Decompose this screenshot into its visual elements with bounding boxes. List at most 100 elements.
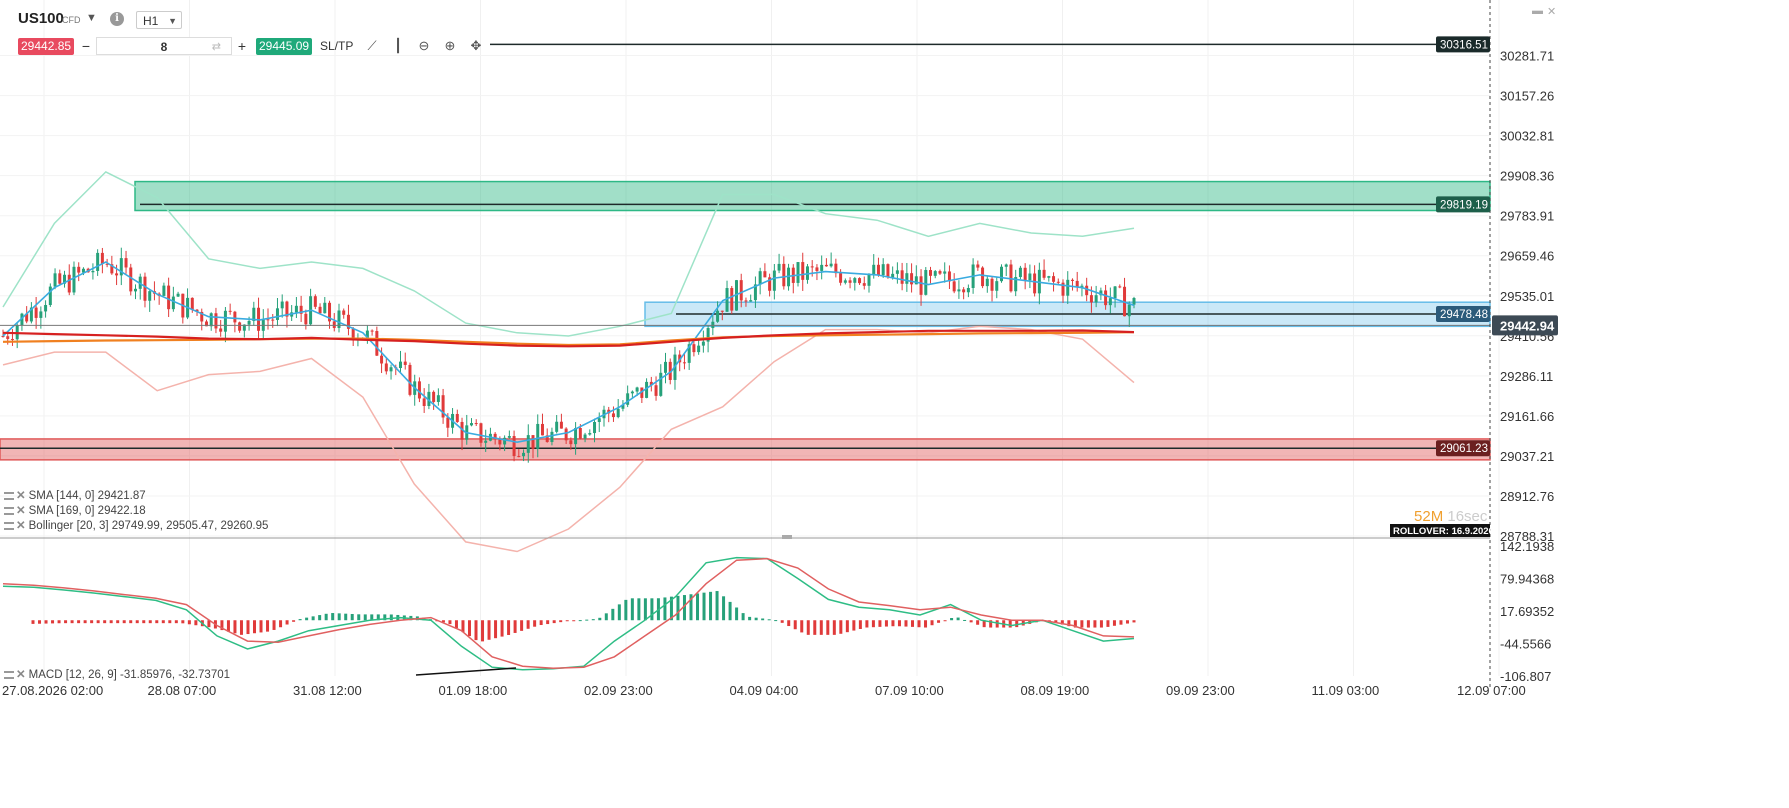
candle-body (346, 314, 350, 329)
candle-body (910, 273, 914, 285)
macd-y-tick-label: 79.94368 (1500, 571, 1554, 586)
candle-body (626, 393, 630, 405)
macd-bar (187, 620, 191, 625)
remove-icon[interactable]: ✕ (16, 520, 26, 532)
candle-body (34, 307, 38, 318)
candle-body (706, 328, 710, 342)
macd-bar (500, 620, 504, 637)
candle-body (233, 311, 237, 323)
swap-icon: ⇄ (211, 41, 221, 53)
x-tick-label: 27.08.2026 02:00 (2, 683, 103, 698)
macd-bar (57, 620, 61, 624)
increase-quantity-button[interactable]: + (237, 38, 247, 54)
candle-body (697, 345, 701, 353)
candle-body (238, 322, 242, 331)
macd-bar (689, 594, 693, 621)
timeframe-select[interactable]: H1 ▼ (136, 11, 182, 29)
move-icon[interactable]: ✥ (470, 38, 482, 53)
close-window-icon[interactable]: ✕ (1547, 6, 1557, 18)
macd-bar (207, 620, 211, 628)
macd-bar (389, 614, 393, 621)
macd-bar (292, 620, 296, 622)
candle-body (1061, 282, 1065, 296)
decrease-quantity-button[interactable]: − (81, 38, 91, 54)
candle-body (171, 296, 175, 310)
candle-body (540, 423, 544, 436)
quantity-input[interactable]: 8 ⇄ (96, 37, 232, 55)
settings-icon[interactable] (4, 506, 14, 515)
rollover-badge (1390, 524, 1490, 537)
remove-icon[interactable]: ✕ (16, 669, 26, 681)
countdown-minutes-unit: M (1430, 508, 1444, 525)
settings-icon[interactable] (4, 670, 14, 679)
candle-body (223, 310, 227, 332)
candle-body (1085, 285, 1089, 296)
candle-body (687, 344, 691, 363)
macd-bar (1054, 620, 1058, 623)
macd-bar (598, 617, 602, 621)
macd-bar (552, 620, 556, 624)
legend-sma144[interactable]: ✕ SMA [144, 0] 29421.87 (4, 488, 146, 502)
candle-body (119, 258, 123, 276)
macd-bar (253, 620, 257, 634)
macd-bar (917, 620, 921, 628)
candle-countdown: 52M 16sec (1414, 508, 1487, 525)
sell-button[interactable]: 29442.85 (18, 38, 75, 55)
candle-body (403, 361, 407, 365)
info-icon[interactable]: i (110, 12, 124, 26)
macd-bar (565, 620, 569, 622)
macd-bar (526, 620, 530, 629)
legend-sma169[interactable]: ✕ SMA [169, 0] 29422.18 (4, 503, 146, 517)
candle-body (886, 264, 890, 278)
buy-button[interactable]: 29445.09 (256, 38, 313, 55)
symbol-name[interactable]: US100 (18, 10, 64, 27)
zoom-in-icon[interactable]: ⊕ (444, 38, 456, 53)
candle-body (1004, 264, 1008, 267)
macd-bar (976, 620, 980, 625)
macd-bar (474, 620, 478, 641)
candle-body (981, 267, 985, 287)
settings-icon[interactable] (4, 521, 14, 530)
candle-body (957, 289, 961, 292)
macd-bar (1008, 620, 1012, 628)
candle-body (299, 305, 303, 314)
candle-body (110, 264, 114, 274)
bollinger-upper-line (2, 170, 1135, 337)
remove-icon[interactable]: ✕ (16, 505, 26, 517)
macd-y-tick-label: 142.1938 (1500, 539, 1554, 554)
legend-bollinger[interactable]: ✕ Bollinger [20, 3] 29749.99, 29505.47, 2… (4, 518, 268, 532)
sltp-button[interactable]: SL/TP (320, 39, 354, 53)
macd-bar (604, 613, 608, 621)
macd-bar (109, 620, 113, 624)
symbol-dropdown-icon[interactable]: ▼ (86, 12, 97, 24)
candle-body (999, 266, 1003, 282)
price-level-label: 29478.48 (1440, 309, 1488, 321)
remove-icon[interactable]: ✕ (16, 490, 26, 502)
candle-body (1127, 304, 1131, 317)
candle-body (214, 313, 218, 329)
line-chart-icon[interactable]: ⟋ (367, 38, 377, 53)
candle-body (1028, 273, 1032, 281)
candle-body (829, 263, 833, 267)
minimize-window-icon[interactable]: ▬ (1532, 5, 1543, 17)
x-tick-label: 12.09 07:00 (1457, 683, 1526, 698)
macd-bar (617, 604, 621, 621)
macd-bar (376, 614, 380, 621)
macd-bar (1099, 620, 1103, 628)
candle-body (640, 387, 644, 398)
candle-body (77, 266, 81, 273)
settings-icon[interactable] (4, 491, 14, 500)
macd-bar (467, 620, 471, 637)
macd-bar (865, 620, 869, 628)
zoom-out-icon[interactable]: ⊖ (418, 38, 430, 53)
candle-body (593, 422, 597, 434)
candle-body (801, 262, 805, 280)
legend-macd[interactable]: ✕ MACD [12, 26, 9] -31.85976, -32.73701 (4, 667, 230, 681)
macd-bar (546, 620, 550, 625)
candle-body (630, 391, 634, 394)
macd-bar (650, 598, 654, 621)
macd-bar (767, 619, 771, 621)
rollover-label: ROLLOVER: 16.9.2026 (1393, 526, 1494, 537)
candlestick-icon[interactable]: ┃ (394, 38, 402, 53)
